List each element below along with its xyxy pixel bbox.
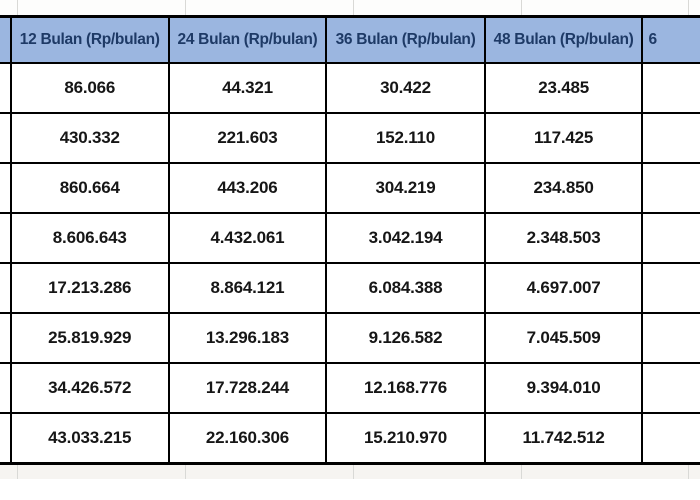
cell-clipped-left — [0, 262, 12, 314]
cell-36-bulan: 152.110 — [325, 112, 486, 164]
table-row: 25.819.929 13.296.183 9.126.582 7.045.50… — [0, 312, 700, 364]
cell-clipped-left — [0, 62, 12, 114]
cell-12-bulan: 430.332 — [9, 112, 170, 164]
cell-12-bulan: 43.033.215 — [9, 412, 170, 465]
header-cell-24-bulan: 24 Bulan (Rp/bulan) — [167, 15, 328, 64]
cell-12-bulan: 25.819.929 — [9, 312, 170, 364]
cell-36-bulan: 6.084.388 — [325, 262, 486, 314]
gridline — [521, 465, 522, 479]
gridline — [185, 0, 186, 15]
cell-clipped-right — [641, 162, 700, 214]
cell-clipped-right — [641, 62, 700, 114]
sheet-gutter-bottom — [0, 465, 700, 479]
cell-48-bulan: 23.485 — [483, 62, 644, 114]
table-row: 860.664 443.206 304.219 234.850 — [0, 162, 700, 214]
loan-installment-table: 12 Bulan (Rp/bulan) 24 Bulan (Rp/bulan) … — [0, 15, 700, 465]
gridline — [353, 0, 354, 15]
cell-24-bulan: 44.321 — [167, 62, 328, 114]
cell-24-bulan: 13.296.183 — [167, 312, 328, 364]
gridline — [185, 465, 186, 479]
cell-24-bulan: 22.160.306 — [167, 412, 328, 465]
cell-36-bulan: 304.219 — [325, 162, 486, 214]
sheet-gutter-top — [0, 0, 700, 15]
header-cell-clipped-left — [0, 15, 12, 64]
gridline — [688, 465, 689, 479]
table-row: 34.426.572 17.728.244 12.168.776 9.394.0… — [0, 362, 700, 414]
cell-clipped-right — [641, 412, 700, 465]
table-row: 43.033.215 22.160.306 15.210.970 11.742.… — [0, 412, 700, 465]
table-row: 86.066 44.321 30.422 23.485 — [0, 62, 700, 114]
header-row: 12 Bulan (Rp/bulan) 24 Bulan (Rp/bulan) … — [0, 15, 700, 64]
cell-12-bulan: 17.213.286 — [9, 262, 170, 314]
cell-clipped-left — [0, 412, 12, 465]
cell-24-bulan: 221.603 — [167, 112, 328, 164]
cell-12-bulan: 34.426.572 — [9, 362, 170, 414]
cell-clipped-right — [641, 112, 700, 164]
cell-clipped-left — [0, 362, 12, 414]
cell-24-bulan: 17.728.244 — [167, 362, 328, 414]
gridline — [688, 0, 689, 15]
cell-48-bulan: 117.425 — [483, 112, 644, 164]
cell-clipped-right — [641, 212, 700, 264]
cell-12-bulan: 86.066 — [9, 62, 170, 114]
cell-48-bulan: 4.697.007 — [483, 262, 644, 314]
cell-48-bulan: 2.348.503 — [483, 212, 644, 264]
cell-clipped-right — [641, 262, 700, 314]
header-cell-36-bulan: 36 Bulan (Rp/bulan) — [325, 15, 486, 64]
cell-clipped-left — [0, 212, 12, 264]
header-cell-48-bulan: 48 Bulan (Rp/bulan) — [483, 15, 644, 64]
cell-clipped-left — [0, 162, 12, 214]
cell-36-bulan: 12.168.776 — [325, 362, 486, 414]
header-cell-12-bulan: 12 Bulan (Rp/bulan) — [9, 15, 170, 64]
cell-24-bulan: 443.206 — [167, 162, 328, 214]
cell-36-bulan: 15.210.970 — [325, 412, 486, 465]
table-row: 17.213.286 8.864.121 6.084.388 4.697.007 — [0, 262, 700, 314]
gridline — [521, 0, 522, 15]
cell-48-bulan: 7.045.509 — [483, 312, 644, 364]
gridline — [17, 465, 18, 479]
cell-12-bulan: 8.606.643 — [9, 212, 170, 264]
cell-clipped-left — [0, 112, 12, 164]
cell-clipped-left — [0, 312, 12, 364]
cell-36-bulan: 9.126.582 — [325, 312, 486, 364]
cell-36-bulan: 30.422 — [325, 62, 486, 114]
cell-48-bulan: 234.850 — [483, 162, 644, 214]
cell-24-bulan: 4.432.061 — [167, 212, 328, 264]
header-cell-60-bulan-partial: 6 — [641, 15, 700, 64]
table-row: 430.332 221.603 152.110 117.425 — [0, 112, 700, 164]
table-row: 8.606.643 4.432.061 3.042.194 2.348.503 — [0, 212, 700, 264]
cell-48-bulan: 9.394.010 — [483, 362, 644, 414]
cell-clipped-right — [641, 312, 700, 364]
cell-12-bulan: 860.664 — [9, 162, 170, 214]
cell-36-bulan: 3.042.194 — [325, 212, 486, 264]
gridline — [17, 0, 18, 15]
cell-24-bulan: 8.864.121 — [167, 262, 328, 314]
gridline — [353, 465, 354, 479]
cell-clipped-right — [641, 362, 700, 414]
cell-48-bulan: 11.742.512 — [483, 412, 644, 465]
